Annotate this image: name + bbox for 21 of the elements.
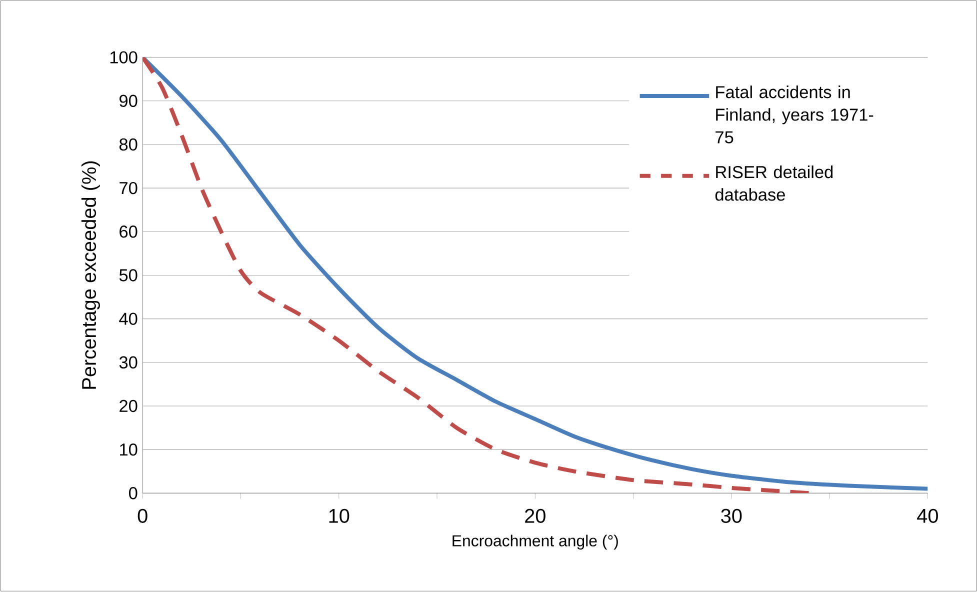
legend-label: RISER detailed database: [715, 166, 833, 201]
y-axis-title: Percentage exceeded (%): [81, 161, 100, 389]
legend-label: Fatal accidents in Finland, years 1971-75: [716, 86, 874, 144]
y-tick-label: 60: [120, 226, 138, 238]
y-tick-label: 90: [120, 94, 138, 108]
x-tick-label: 40: [917, 508, 938, 524]
line-series: [142, 57, 928, 491]
y-tick-label: 0: [128, 487, 138, 500]
y-tick-label: 20: [120, 400, 138, 412]
y-tick-label: 40: [119, 312, 138, 326]
y-tick-label: 80: [119, 138, 138, 151]
y-tick-label: 30: [119, 356, 138, 369]
x-axis-title: Encroachment angle (°): [452, 534, 618, 550]
x-tick-label: 0: [138, 508, 148, 524]
y-tick-label: 10: [120, 444, 138, 456]
x-tick-label: 30: [721, 508, 742, 524]
y-tick-label: 50: [119, 269, 138, 282]
x-tick-label: 10: [329, 508, 350, 524]
y-tick-label: 100: [110, 51, 138, 64]
x-tick-label: 20: [525, 508, 546, 524]
y-tick-label: 70: [120, 182, 138, 194]
